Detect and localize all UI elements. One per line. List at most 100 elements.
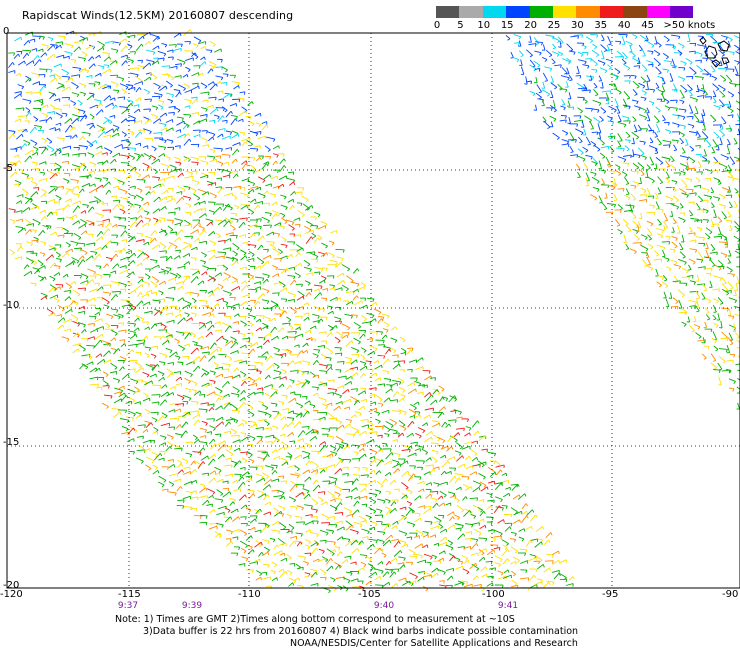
wind-barb-flag (207, 500, 210, 504)
wind-barb (158, 183, 164, 188)
wind-barb-flag (311, 205, 314, 209)
wind-barb-flag (30, 243, 33, 247)
wind-barb-flag (296, 354, 299, 358)
wind-barb (447, 511, 454, 517)
wind-barb (151, 364, 158, 371)
wind-barb (392, 363, 400, 370)
wind-barb-flag (208, 351, 210, 355)
wind-barb (359, 333, 364, 339)
wind-barb-flag (365, 504, 368, 508)
wind-barb-flag (217, 235, 221, 239)
wind-barb (253, 232, 260, 234)
wind-barb (269, 317, 276, 322)
wind-barb (345, 340, 353, 347)
wind-barb-flag (146, 429, 149, 433)
wind-barb (120, 256, 129, 261)
wind-barb (193, 201, 200, 206)
wind-barb (272, 376, 281, 380)
wind-barb (165, 312, 173, 315)
wind-barb-flag (323, 308, 325, 313)
wind-barb-flag (163, 451, 166, 455)
wind-barb (301, 380, 308, 388)
wind-barb (241, 163, 247, 170)
wind-barb (142, 256, 148, 261)
wind-barb (264, 392, 272, 398)
wind-barb (89, 200, 98, 203)
wind-barb (153, 132, 163, 134)
wind-barb-flag (319, 292, 323, 296)
wind-barb (135, 219, 142, 227)
wind-barb (161, 42, 167, 46)
wind-barb-flag (91, 234, 94, 238)
wind-barb (166, 92, 174, 96)
wind-barb-flag (77, 116, 80, 120)
wind-barb-flag (36, 152, 39, 156)
wind-barb-flag (162, 415, 165, 419)
wind-barb (341, 323, 351, 329)
wind-barb-flag (429, 414, 431, 418)
wind-barb-flag (95, 140, 98, 144)
wind-barb-flag (133, 323, 137, 327)
wind-barb-flag (178, 275, 182, 279)
wind-barb (158, 229, 166, 234)
wind-barb-flag (212, 212, 216, 215)
wind-barb (401, 482, 409, 488)
wind-barb-flag (407, 470, 410, 474)
wind-barb (152, 176, 160, 179)
wind-barb (239, 300, 247, 307)
legend-unit-label: >50 knots (663, 20, 716, 31)
wind-barb-flag (245, 141, 248, 145)
wind-barb (360, 519, 367, 523)
wind-barb (88, 170, 95, 174)
wind-barb (433, 482, 440, 485)
wind-barb (209, 148, 216, 151)
wind-barb-flag (75, 86, 79, 89)
wind-barb (305, 529, 311, 533)
wind-barb-flag (454, 439, 458, 443)
wind-barb (241, 436, 248, 442)
wind-barb-flag (482, 476, 486, 480)
wind-barb (286, 513, 292, 517)
wind-barb (422, 422, 428, 427)
wind-barb (495, 464, 505, 468)
wind-barb-flag (201, 335, 204, 340)
wind-barb (193, 36, 202, 42)
wind-barb-flag (337, 494, 341, 497)
wind-barb (199, 495, 208, 498)
wind-barb-flag (73, 300, 76, 304)
wind-barb-flag (315, 509, 318, 513)
wind-barb (177, 185, 186, 191)
wind-barb-flag (175, 351, 178, 355)
wind-barb-flag (356, 478, 359, 482)
wind-barb (254, 200, 263, 205)
wind-barb-flag (173, 112, 175, 116)
wind-barb-flag (206, 114, 208, 118)
wind-barb-flag (394, 479, 397, 483)
wind-barb (159, 177, 165, 182)
wind-barb-flag (228, 275, 231, 279)
wind-barb-flag (163, 246, 167, 249)
wind-barb-flag (321, 318, 324, 322)
wind-barb (160, 268, 169, 273)
wind-barb-flag (266, 325, 269, 330)
wind-barb (449, 495, 456, 499)
wind-barb (137, 424, 146, 427)
wind-barb (392, 391, 398, 398)
wind-barb (473, 430, 479, 436)
wind-barb-flag (84, 287, 87, 292)
wind-barb (191, 99, 197, 105)
wind-barb (102, 385, 110, 387)
wind-barb (173, 89, 181, 92)
wind-barb (25, 107, 31, 112)
wind-barb-flag (159, 118, 162, 122)
wind-barb (247, 314, 256, 318)
wind-barb (61, 75, 70, 78)
wind-barb-flag (190, 374, 193, 378)
wind-barb-flag (35, 253, 38, 257)
wind-barb (327, 387, 337, 391)
wind-barb (38, 146, 46, 149)
wind-barb (423, 414, 431, 419)
wind-barb (350, 414, 356, 419)
wind-barb-flag (229, 131, 233, 136)
wind-barb (57, 317, 64, 323)
